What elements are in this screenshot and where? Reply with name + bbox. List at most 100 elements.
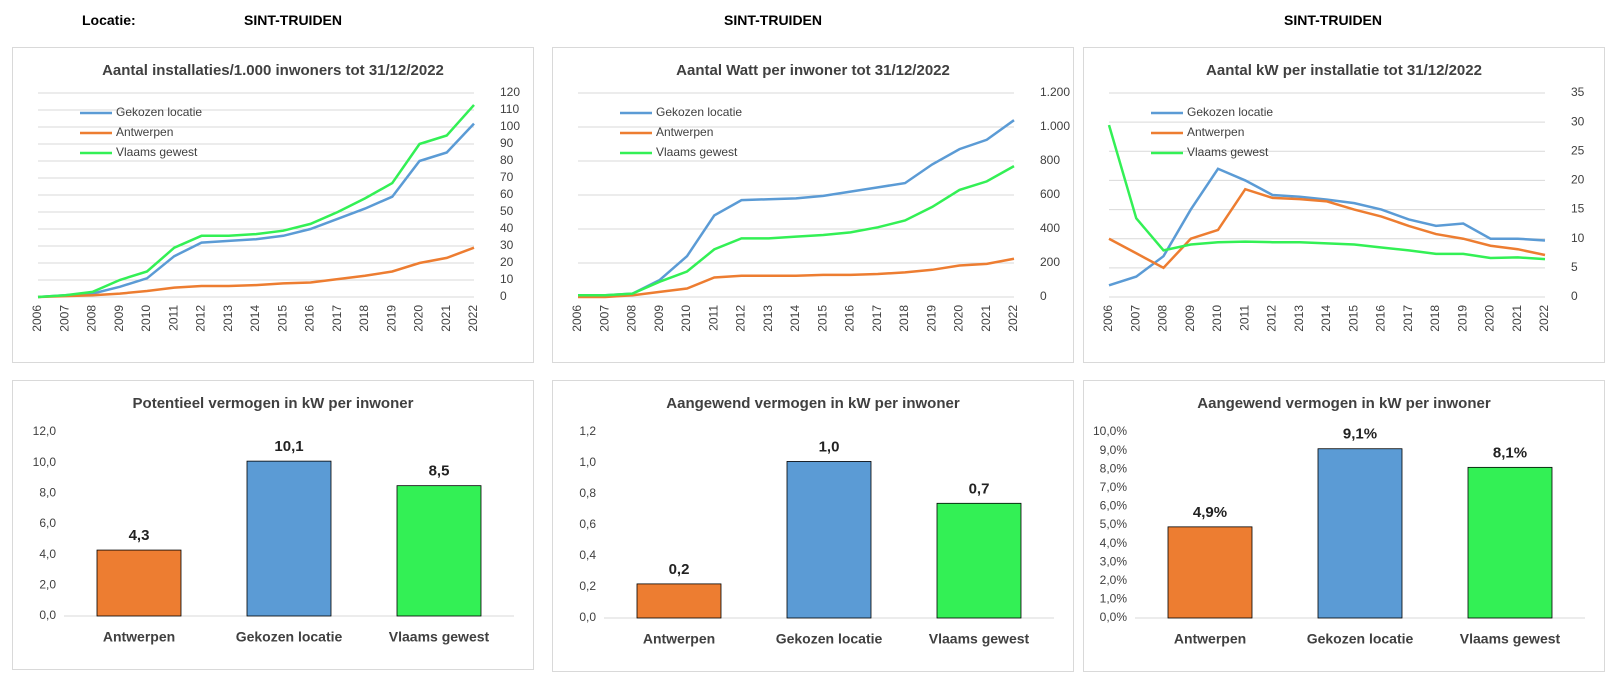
legend-label: Gekozen locatie: [116, 105, 202, 119]
x-tick-label: 2012: [194, 305, 208, 332]
y-tick-label: 10: [1571, 231, 1585, 245]
location: SINT-TRUIDEN: [244, 12, 342, 28]
x-tick-label: 2007: [1128, 305, 1142, 332]
y-tick-label: 80: [500, 153, 514, 167]
y-tick-label: 8,0%: [1100, 461, 1128, 475]
y-tick-label: 1,0: [579, 455, 596, 469]
x-tick-label: 2006: [30, 305, 44, 332]
legend-label: Vlaams gewest: [116, 145, 198, 159]
x-tick-label: 2011: [1237, 305, 1251, 331]
bar: [636, 583, 722, 619]
bar: [936, 502, 1022, 619]
y-tick-label: 1,2: [579, 424, 596, 438]
chart-title: Aangewend vermogen in kW per inwoner: [666, 395, 960, 412]
x-tick-label: 2008: [625, 305, 639, 332]
x-tick-label: 2018: [357, 305, 371, 332]
x-tick-label: 2015: [275, 305, 289, 332]
x-tick-label: 2011: [706, 305, 720, 331]
y-tick-label: 800: [1040, 153, 1060, 167]
x-tick-label: 2012: [1265, 305, 1279, 332]
y-tick-label: 120: [500, 85, 520, 99]
y-tick-label: 20: [500, 255, 514, 269]
value-label: 8,5: [429, 463, 450, 480]
legend-label: Antwerpen: [1187, 125, 1244, 139]
bar: [396, 485, 482, 617]
x-tick-label: 2022: [1006, 305, 1020, 332]
x-tick-label: 2015: [815, 305, 829, 332]
legend-label: Antwerpen: [116, 125, 173, 139]
chart-title: Aantal Watt per inwoner tot 31/12/2022: [676, 62, 950, 79]
y-tick-label: 10,0%: [1093, 424, 1127, 438]
x-tick-label: 2014: [788, 305, 802, 332]
y-tick-label: 0,0: [579, 610, 596, 624]
x-tick-label: 2019: [384, 305, 398, 332]
x-tick-label: 2008: [1156, 305, 1170, 332]
x-tick-label: 2014: [1319, 305, 1333, 332]
y-tick-label: 0,4: [579, 548, 596, 562]
location: SINT-TRUIDEN: [1284, 12, 1382, 28]
y-tick-label: 8,0: [39, 486, 56, 500]
chart: Aangewend vermogen in kW per inwoner 0,0%…: [1083, 380, 1605, 672]
y-tick-label: 15: [1571, 202, 1585, 216]
y-tick-label: 50: [500, 204, 514, 218]
x-tick-label: 2006: [1101, 305, 1115, 332]
y-tick-label: 5,0%: [1100, 517, 1128, 531]
y-tick-label: 2,0%: [1100, 573, 1128, 587]
x-tick-label: 2017: [330, 305, 344, 332]
x-tick-label: Vlaams gewest: [389, 629, 490, 645]
x-tick-label: Antwerpen: [103, 629, 175, 645]
bar: [1467, 466, 1553, 619]
x-tick-label: 2020: [412, 305, 426, 332]
y-tick-label: 30: [1571, 114, 1585, 128]
y-tick-label: 7,0%: [1100, 480, 1128, 494]
chart-title: Aantal installaties/1.000 inwoners tot 3…: [102, 62, 444, 79]
value-label: 8,1%: [1493, 444, 1527, 461]
y-tick-label: 6,0%: [1100, 499, 1128, 513]
value-label: 4,3: [129, 527, 150, 544]
x-tick-label: 2011: [166, 305, 180, 331]
legend-label: Gekozen locatie: [656, 105, 742, 119]
line: [578, 165, 1015, 297]
x-tick-label: 2016: [843, 305, 857, 332]
line: [1108, 187, 1546, 270]
y-tick-label: 90: [500, 136, 514, 150]
bar: [1317, 448, 1403, 619]
x-tick-label: 2009: [112, 305, 126, 332]
x-tick-label: Vlaams gewest: [929, 631, 1030, 647]
y-tick-label: 600: [1040, 187, 1060, 201]
x-tick-label: 2008: [85, 305, 99, 332]
chart: Aantal Watt per inwoner tot 31/12/2022 0 2…: [552, 47, 1074, 363]
x-tick-label: 2022: [1537, 305, 1551, 332]
chart: Aangewend vermogen in kW per inwoner 0,0 0…: [552, 380, 1074, 672]
y-tick-label: 10,0: [33, 455, 57, 469]
x-tick-label: 2021: [1510, 305, 1524, 332]
x-tick-label: 2017: [870, 305, 884, 332]
chart-title: Aantal kW per installatie tot 31/12/2022: [1206, 62, 1482, 79]
y-tick-label: 4,0: [39, 547, 56, 561]
x-tick-label: Gekozen locatie: [236, 629, 343, 645]
x-tick-label: 2016: [303, 305, 317, 332]
y-tick-label: 40: [500, 221, 514, 235]
y-tick-label: 6,0: [39, 516, 56, 530]
y-tick-label: 0: [1040, 289, 1047, 303]
x-tick-label: 2021: [979, 305, 993, 332]
x-tick-label: 2020: [952, 305, 966, 332]
x-tick-label: 2006: [570, 305, 584, 332]
y-tick-label: 9,0%: [1100, 443, 1128, 457]
value-label: 10,1: [274, 438, 303, 455]
y-tick-label: 35: [1571, 85, 1585, 99]
x-tick-label: 2019: [1455, 305, 1469, 332]
x-tick-label: 2017: [1401, 305, 1415, 332]
y-tick-label: 2,0: [39, 578, 56, 592]
location: SINT-TRUIDEN: [724, 12, 822, 28]
y-tick-label: 0: [1571, 289, 1578, 303]
x-tick-label: 2014: [248, 305, 262, 332]
y-tick-label: 0,2: [579, 579, 596, 593]
y-tick-label: 100: [500, 119, 520, 133]
value-label: 1,0: [819, 438, 840, 455]
chart: Aantal kW per installatie tot 31/12/2022…: [1083, 47, 1605, 363]
legend-label: Gekozen locatie: [1187, 105, 1273, 119]
chart-border: [1083, 47, 1605, 363]
y-tick-label: 1.200: [1040, 85, 1070, 99]
y-tick-label: 4,0%: [1100, 536, 1128, 550]
